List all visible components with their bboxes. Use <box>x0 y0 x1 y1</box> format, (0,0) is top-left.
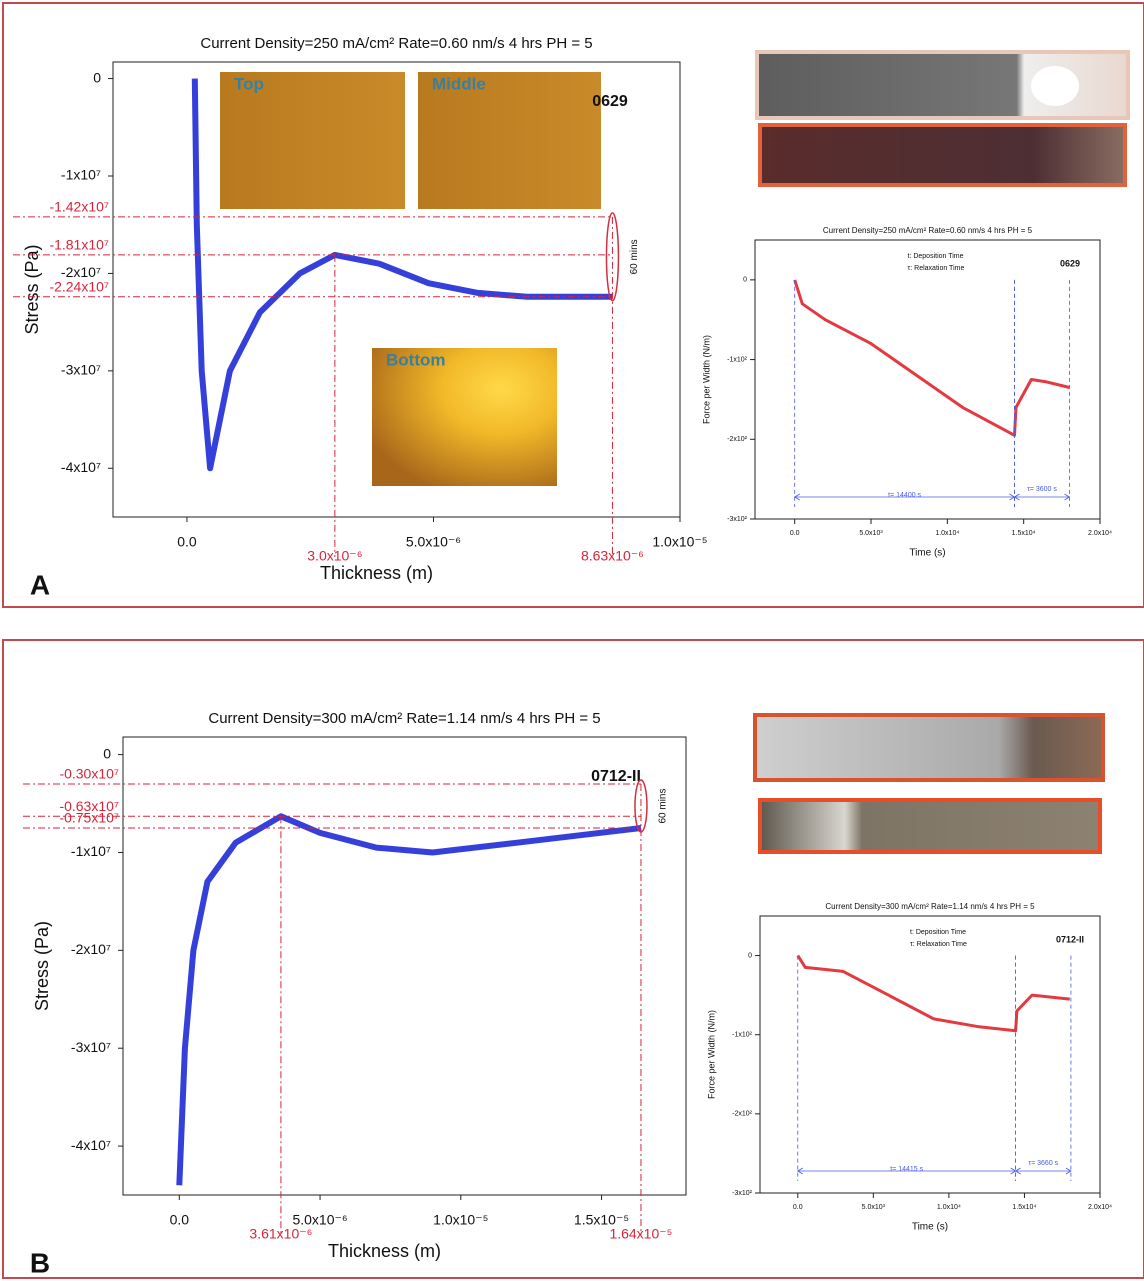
ref-label: 3.0x10⁻⁶ <box>307 548 362 564</box>
y-tick-label: -1x10² <box>727 356 748 363</box>
x-tick-label: 1.0x10⁻⁵ <box>433 1212 488 1228</box>
panel-frame <box>2 2 1144 608</box>
x-tick-label: 5.0x10³ <box>862 1204 886 1211</box>
data-curve <box>191 78 613 472</box>
legend-note: t: Deposition Time <box>908 253 964 260</box>
x-tick-label: 1.0x10⁻⁵ <box>652 534 707 550</box>
y-axis-label: Force per Width (N/m) <box>706 1010 716 1099</box>
chart-title: Current Density=300 mA/cm² Rate=1.14 nm/… <box>825 902 1035 911</box>
y-tick-label: -1x10⁷ <box>71 843 111 859</box>
x-tick-label: 1.5x10⁴ <box>1012 1204 1036 1211</box>
micrograph-label: Bottom <box>386 350 445 369</box>
legend-note: τ: Relaxation Time <box>910 941 967 948</box>
ref-label: 8.63x10⁻⁶ <box>581 548 644 564</box>
x-tick-label: 0.0 <box>177 534 197 550</box>
sample-photo <box>758 123 1127 187</box>
sample-label: 0712-II <box>1056 934 1084 944</box>
arrow-head <box>1013 493 1071 501</box>
interval-label: τ= 3660 s <box>1028 1160 1058 1167</box>
data-curve <box>793 279 1070 437</box>
panel-label: A <box>30 569 50 600</box>
x-axis-label: Thickness (m) <box>328 1241 441 1261</box>
y-tick-label: -3x10⁷ <box>61 362 101 378</box>
panel-frame <box>2 639 1144 1279</box>
y-axis-label: Stress (Pa) <box>32 921 52 1011</box>
y-tick-label: -4x10⁷ <box>71 1137 111 1153</box>
x-tick-label: 2.0x10⁴ <box>1088 1204 1112 1211</box>
sample-label: 0629 <box>1060 258 1080 268</box>
plot-frame <box>754 239 1101 520</box>
ref-label: -1.42x10⁷ <box>49 199 109 215</box>
interval-label: t= 14415 s <box>890 1166 923 1173</box>
y-tick-label: -2x10⁷ <box>71 941 111 957</box>
x-axis-label: Time (s) <box>912 1222 948 1233</box>
y-tick-label: -1x10² <box>732 1032 753 1039</box>
x-tick-label: 0.0 <box>793 1204 803 1211</box>
plot-frame <box>122 736 687 1196</box>
sample-photo <box>758 798 1102 854</box>
x-tick-label: 1.0x10⁴ <box>937 1204 961 1211</box>
y-tick-label: 0 <box>743 277 747 284</box>
x-tick-label: 2.0x10⁴ <box>1088 530 1112 537</box>
y-tick-label: -3x10² <box>727 516 748 523</box>
y-tick-label: -3x10⁷ <box>71 1039 111 1055</box>
y-tick-label: 0 <box>93 69 101 85</box>
legend-note: t: Deposition Time <box>910 929 966 936</box>
ref-label: -0.30x10⁷ <box>59 766 119 782</box>
ref-label: -1.81x10⁷ <box>49 237 109 253</box>
chart-title: Current Density=300 mA/cm² Rate=1.14 nm/… <box>208 710 600 727</box>
micrograph-label: Middle <box>432 74 486 93</box>
x-axis-label: Time (s) <box>909 548 945 559</box>
sample-label: 0712-II <box>591 768 641 785</box>
duration-label: 60 mins <box>629 239 640 274</box>
y-tick-label: -4x10⁷ <box>61 459 101 475</box>
x-tick-label: 1.0x10⁴ <box>935 530 959 537</box>
y-tick-label: -3x10² <box>732 1190 753 1197</box>
y-axis-label: Stress (Pa) <box>22 244 42 334</box>
x-tick-label: 1.5x10⁴ <box>1012 530 1036 537</box>
interval-label: τ= 3600 s <box>1027 486 1057 493</box>
micrograph <box>418 72 601 209</box>
ref-label: -2.24x10⁷ <box>49 279 109 295</box>
interval-label: t= 14400 s <box>888 492 921 499</box>
y-axis-label: Force per Width (N/m) <box>701 335 711 424</box>
sample-photo <box>753 713 1105 782</box>
y-tick-label: -2x10² <box>732 1111 753 1118</box>
duration-label: 60 mins <box>658 788 669 823</box>
data-curve <box>796 954 1070 1033</box>
arrow-head <box>1014 1167 1072 1175</box>
chart-title: Current Density=250 mA/cm² Rate=0.60 nm/… <box>200 35 592 52</box>
legend-note: τ: Relaxation Time <box>908 265 965 272</box>
y-tick-label: -2x10⁷ <box>61 264 101 280</box>
relaxation-ellipse <box>605 212 620 302</box>
ref-label: -0.63x10⁷ <box>59 798 119 814</box>
micrograph <box>220 72 405 209</box>
relaxation-ellipse <box>634 779 648 833</box>
chart-title: Current Density=250 mA/cm² Rate=0.60 nm/… <box>823 226 1033 235</box>
photo-detail <box>1031 66 1079 106</box>
x-tick-label: 5.0x10³ <box>859 530 883 537</box>
micrograph-label: Top <box>234 74 264 93</box>
plot-frame <box>759 915 1101 1194</box>
y-tick-label: 0 <box>103 745 111 761</box>
ref-label: -0.75x10⁷ <box>59 810 119 826</box>
y-tick-label: 0 <box>748 952 752 959</box>
x-tick-label: 5.0x10⁻⁶ <box>292 1212 347 1228</box>
ref-label: 1.64x10⁻⁵ <box>609 1226 672 1242</box>
sample-label: 0629 <box>592 93 628 110</box>
x-axis-label: Thickness (m) <box>320 563 433 583</box>
x-tick-label: 0.0 <box>170 1212 190 1228</box>
ref-label: 3.61x10⁻⁶ <box>249 1226 312 1242</box>
plot-frame <box>112 61 681 518</box>
data-curve <box>176 813 642 1186</box>
x-tick-label: 0.0 <box>790 530 800 537</box>
x-tick-label: 5.0x10⁻⁶ <box>406 534 461 550</box>
panel-label: B <box>30 1247 50 1278</box>
y-tick-label: -2x10² <box>727 436 748 443</box>
x-tick-label: 1.5x10⁻⁵ <box>574 1212 629 1228</box>
micrograph <box>372 348 557 486</box>
y-tick-label: -1x10⁷ <box>61 167 101 183</box>
